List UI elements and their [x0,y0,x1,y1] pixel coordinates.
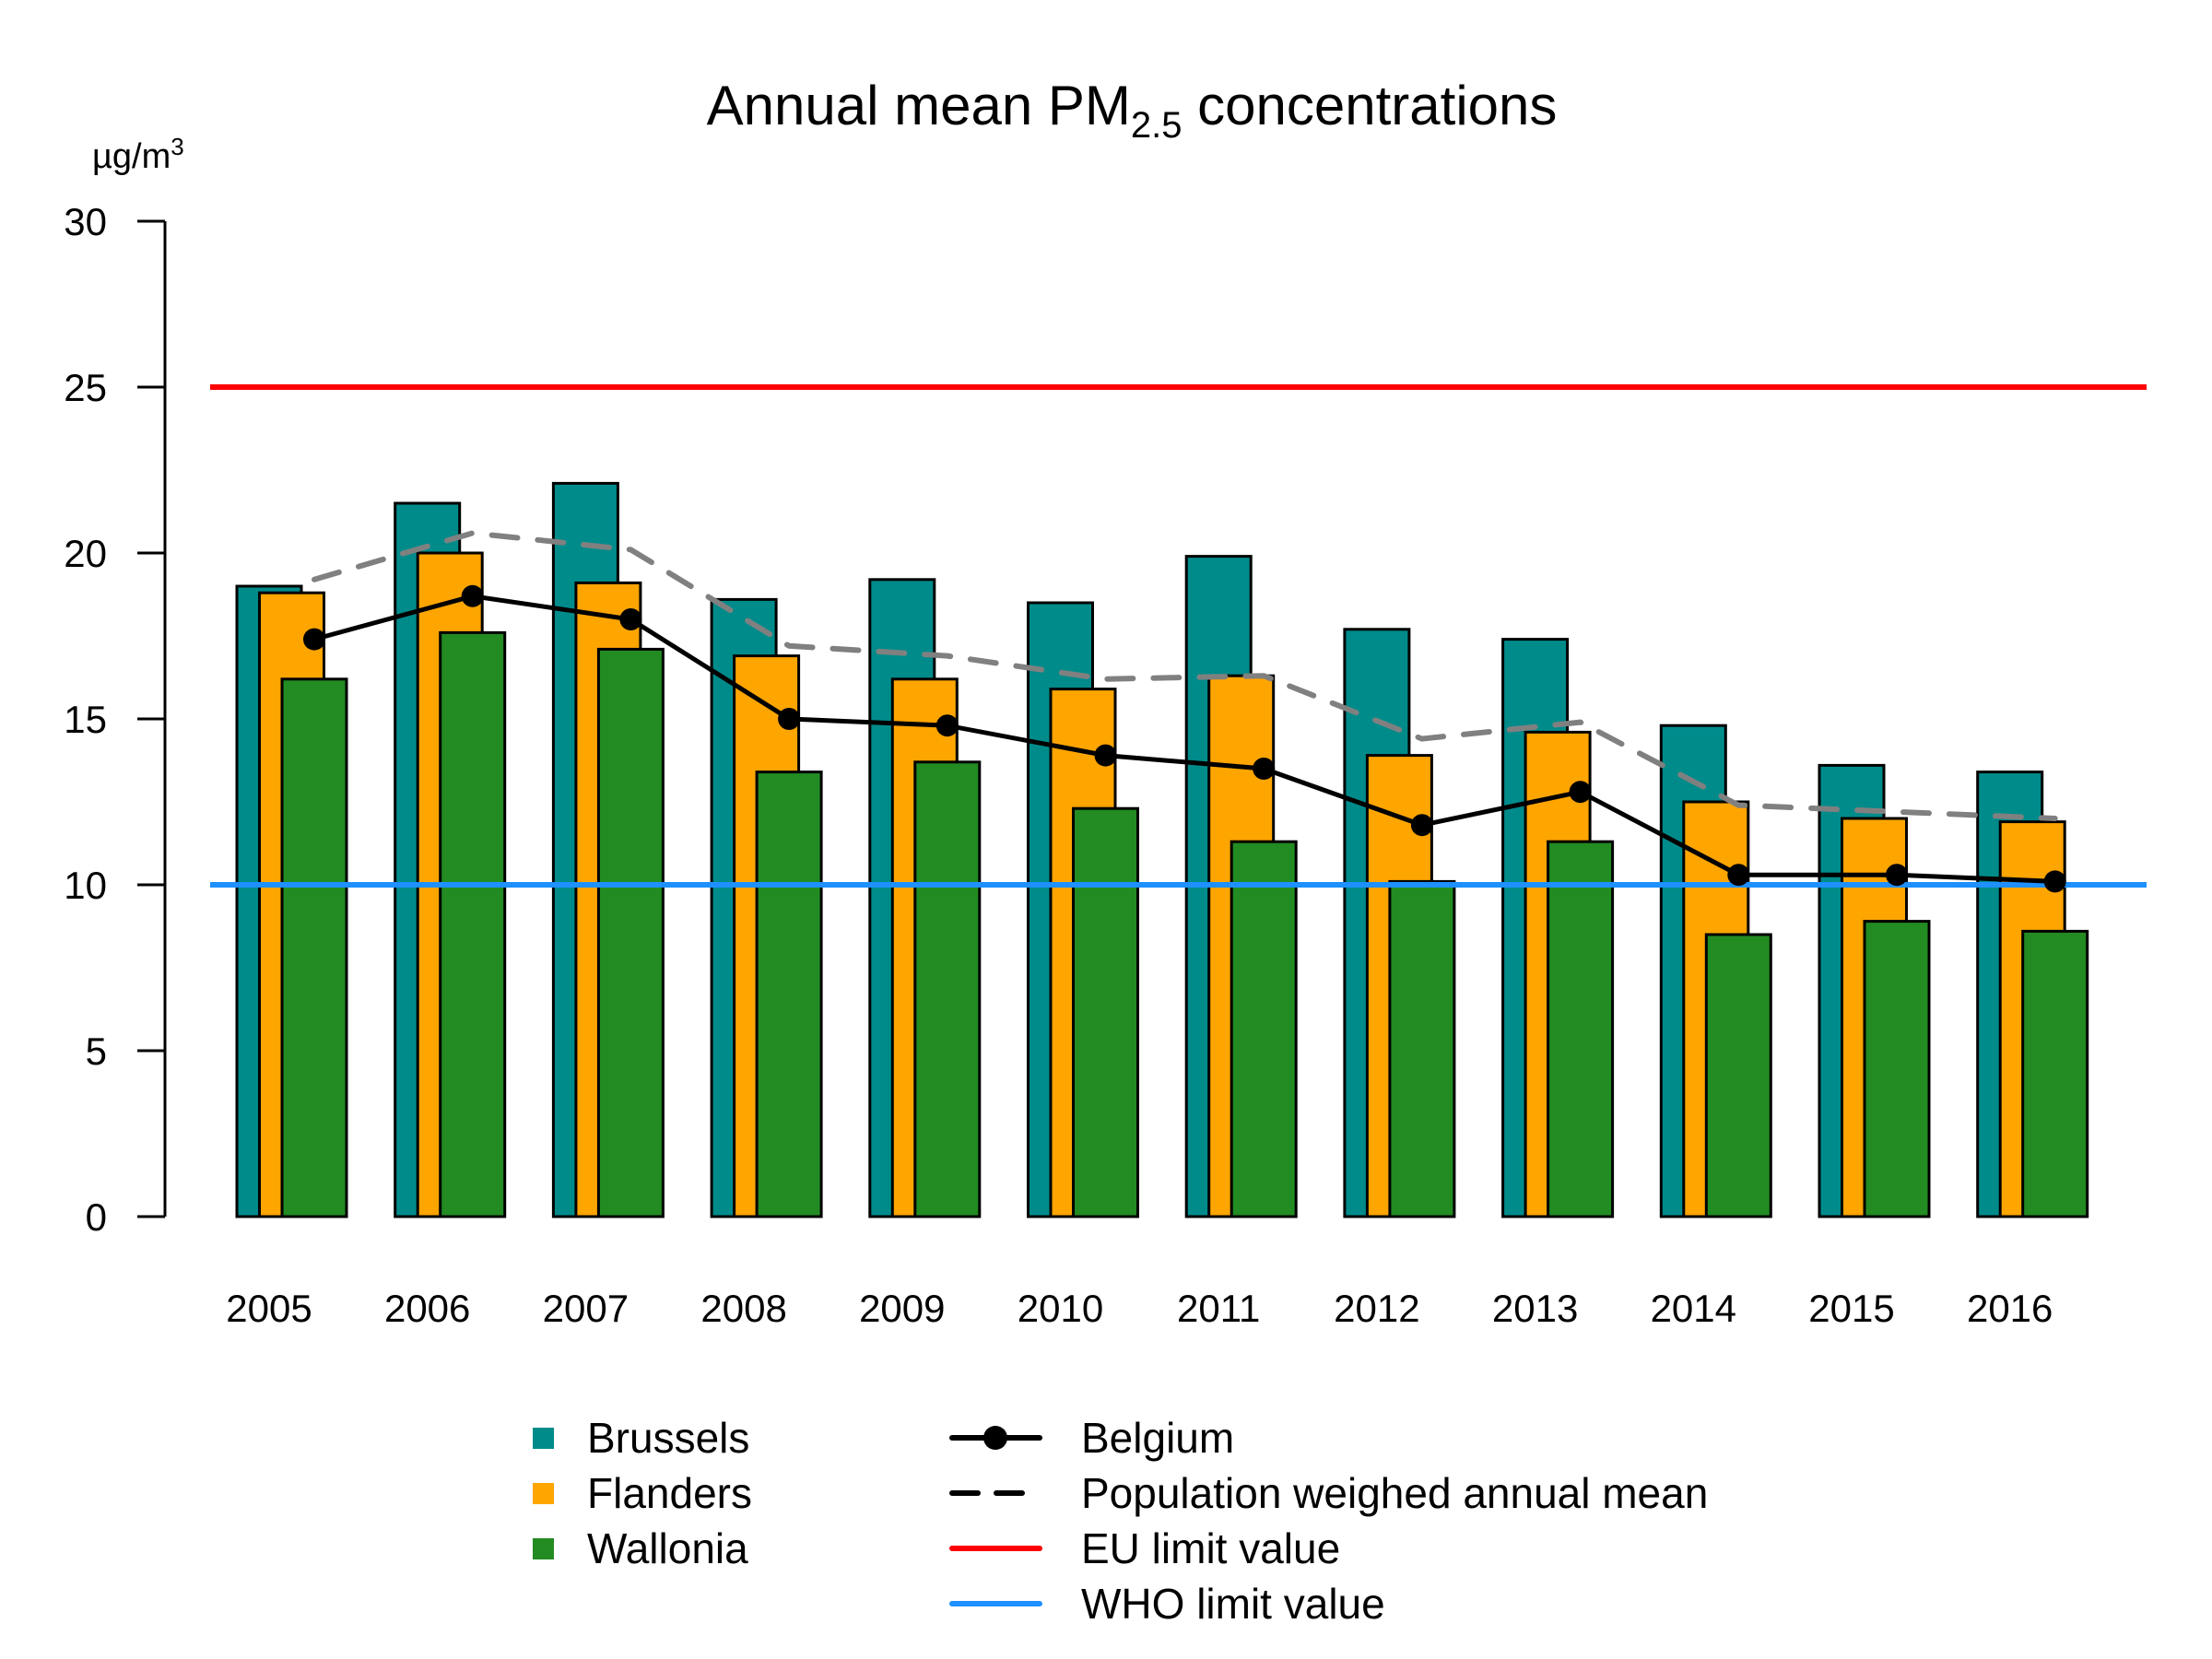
legend-item-who-limit-value: WHO limit value [949,1580,1385,1628]
belgium-point-2011 [1253,758,1276,780]
legend-label-brussels: Brussels [587,1414,749,1462]
legend-marker-icon [983,1426,1007,1450]
legend-item-brussels: Brussels [533,1414,749,1462]
unit-base: µg/m [92,137,171,176]
belgium-point-2005 [303,628,325,651]
legend-swatch-brussels [533,1428,554,1449]
belgium-point-2009 [935,714,959,737]
y-axis-unit-label: µg/m3 [92,133,184,176]
legend-swatch-wallonia [533,1538,554,1559]
legend-label-population-weighed-annual-mean: Population weighed annual mean [1081,1469,1708,1517]
y-tick-label-30: 30 [64,200,107,243]
belgium-point-2016 [2043,870,2066,893]
legend-label-eu-limit-value: EU limit value [1081,1524,1340,1572]
belgium-point-2007 [619,608,642,630]
bar-wallonia-2008 [755,771,823,1218]
legend-item-wallonia: Wallonia [533,1524,748,1572]
x-tick-label-2009: 2009 [859,1287,945,1330]
belgium-line [313,594,2055,884]
bar-wallonia-2012 [1388,879,1456,1218]
belgium-point-2010 [1094,744,1117,767]
bar-wallonia-2005 [280,677,348,1218]
x-axis: 2005 2006 2007 2008 2009 2010 2011 2012 2013 2014… [226,1287,2053,1330]
legend-item-flanders: Flanders [533,1469,752,1517]
bar-wallonia-2010 [1072,806,1139,1218]
bar-wallonia-2009 [913,760,982,1218]
legend-item-population-weighed-annual-mean: Population weighed annual mean [949,1469,1708,1517]
series-lines [303,530,2066,893]
y-tick-label-15: 15 [64,698,107,741]
y-tick-label-20: 20 [64,532,107,575]
x-tick-label-2014: 2014 [1651,1287,1736,1330]
bar-wallonia-2006 [439,630,507,1218]
y-tick-label-10: 10 [64,864,107,907]
legend-label-flanders: Flanders [587,1469,752,1517]
chart-title: Annual mean PM2.5 concentrations [707,75,1558,146]
bar-wallonia-2011 [1230,840,1298,1218]
x-tick-label-2008: 2008 [700,1287,786,1330]
belgium-point-2008 [778,708,801,730]
title-main: Annual mean PM [707,75,1131,136]
unit-superscript: 3 [171,133,183,160]
bar-wallonia-2015 [1863,920,1931,1218]
y-tick-label-0: 0 [86,1195,107,1239]
x-tick-label-2012: 2012 [1334,1287,1419,1330]
bar-wallonia-2016 [2021,929,2089,1218]
legend-label-belgium: Belgium [1081,1414,1234,1462]
population-weighted-mean-line [312,530,2058,821]
bar-wallonia-2013 [1547,840,1615,1218]
bar-wallonia-2007 [596,647,665,1218]
belgium-point-2012 [1410,814,1433,837]
x-tick-label-2005: 2005 [226,1287,312,1330]
reference-lines [210,384,2147,888]
belgium-point-2013 [1569,781,1592,804]
legend: Brussels Flanders Wallonia Belgium Populatio… [533,1414,1708,1628]
x-tick-label-2007: 2007 [543,1287,629,1330]
belgium-point-2015 [1886,864,1908,887]
belgium-point-2006 [461,584,484,607]
legend-label-wallonia: Wallonia [587,1524,748,1572]
bars [235,481,2089,1218]
legend-swatch-flanders [533,1483,554,1504]
x-tick-label-2010: 2010 [1018,1287,1103,1330]
title-rest: concentrations [1182,75,1557,136]
x-tick-label-2015: 2015 [1808,1287,1894,1330]
x-tick-label-2011: 2011 [1177,1287,1260,1330]
legend-item-eu-limit-value: EU limit value [949,1524,1340,1572]
y-axis: 0 5 10 15 20 25 30 [64,200,167,1239]
belgium-point-2014 [1727,864,1750,887]
x-tick-label-2013: 2013 [1492,1287,1578,1330]
x-tick-label-2016: 2016 [1967,1287,2053,1330]
y-tick-label-5: 5 [86,1030,107,1073]
y-tick-label-25: 25 [64,366,107,409]
x-tick-label-2006: 2006 [384,1287,470,1330]
legend-item-belgium: Belgium [949,1414,1234,1462]
title-subscript: 2.5 [1131,105,1182,146]
legend-label-who-limit-value: WHO limit value [1081,1580,1385,1628]
bar-wallonia-2014 [1704,933,1772,1218]
